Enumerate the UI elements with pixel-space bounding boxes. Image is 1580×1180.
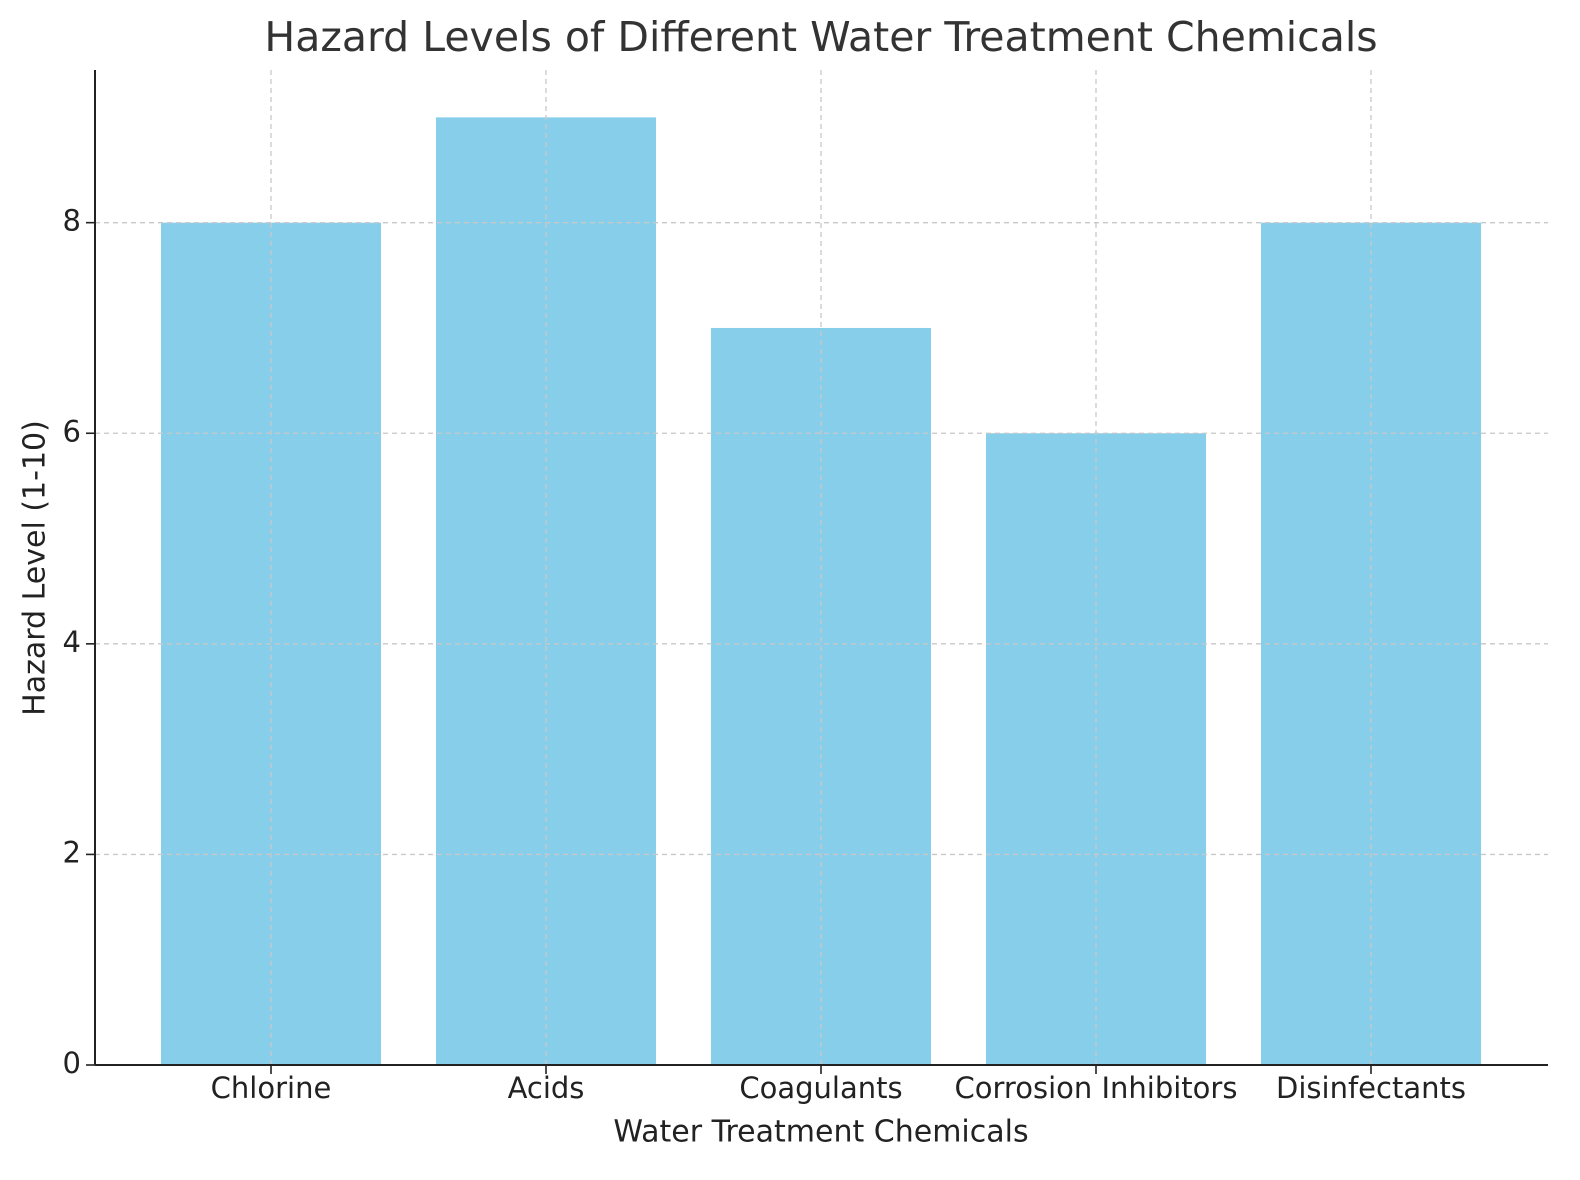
y-tick-label: 2 bbox=[63, 835, 81, 869]
x-axis-label: Water Treatment Chemicals bbox=[613, 1115, 1028, 1150]
x-tick-label: Chlorine bbox=[211, 1071, 332, 1105]
y-tick-label: 4 bbox=[63, 625, 81, 659]
y-axis-label: Hazard Level (1-10) bbox=[18, 420, 53, 716]
y-tick-label: 0 bbox=[63, 1046, 81, 1080]
x-tick-label: Acids bbox=[508, 1071, 585, 1105]
x-tick-label: Corrosion Inhibitors bbox=[955, 1071, 1238, 1105]
bar bbox=[1261, 222, 1481, 1066]
chart-title: Hazard Levels of Different Water Treatme… bbox=[264, 13, 1377, 61]
y-tick-label: 6 bbox=[63, 414, 81, 448]
x-tick-label: Disinfectants bbox=[1276, 1071, 1466, 1105]
x-tick-label: Coagulants bbox=[739, 1071, 902, 1105]
y-tick-label: 8 bbox=[63, 204, 81, 238]
